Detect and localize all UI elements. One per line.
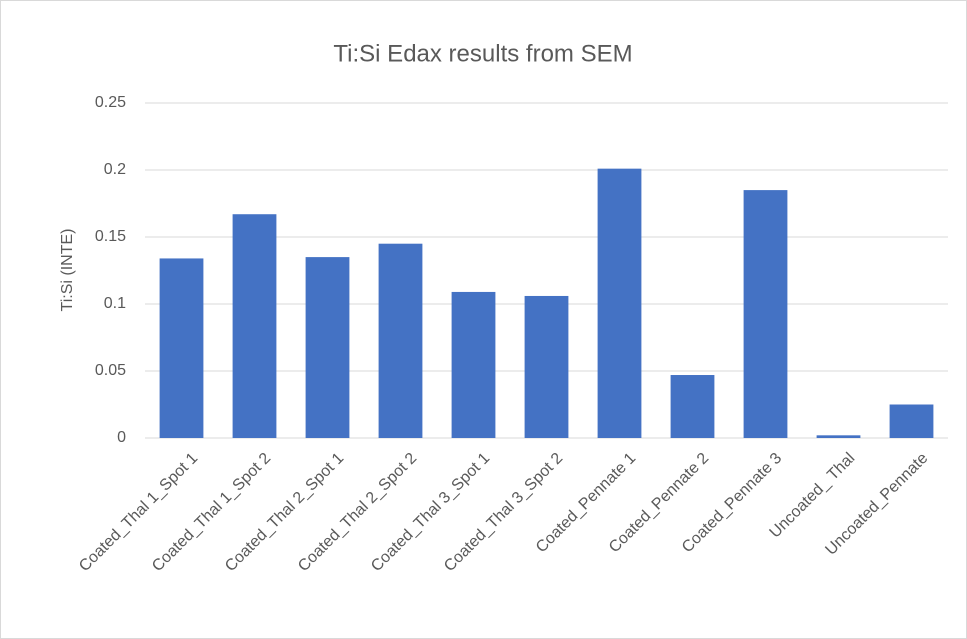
bar <box>451 291 496 438</box>
y-tick-label: 0 <box>117 429 126 446</box>
bar <box>159 258 204 438</box>
bar <box>378 243 423 438</box>
bar <box>816 435 861 438</box>
bar <box>524 295 569 438</box>
y-tick-label: 0.15 <box>95 228 126 245</box>
bar <box>743 190 788 438</box>
bar <box>305 257 350 438</box>
bar <box>597 168 642 438</box>
y-tick-label: 0.25 <box>95 94 126 111</box>
bar <box>889 404 934 438</box>
bar <box>232 214 277 438</box>
bar <box>670 375 715 438</box>
y-axis-title: Ti:Si (INTE) <box>59 229 76 312</box>
y-tick-label: 0.05 <box>95 362 126 379</box>
y-tick-label: 0.1 <box>104 295 126 312</box>
y-tick-label: 0.2 <box>104 161 126 178</box>
chart-title: Ti:Si Edax results from SEM <box>333 40 632 67</box>
